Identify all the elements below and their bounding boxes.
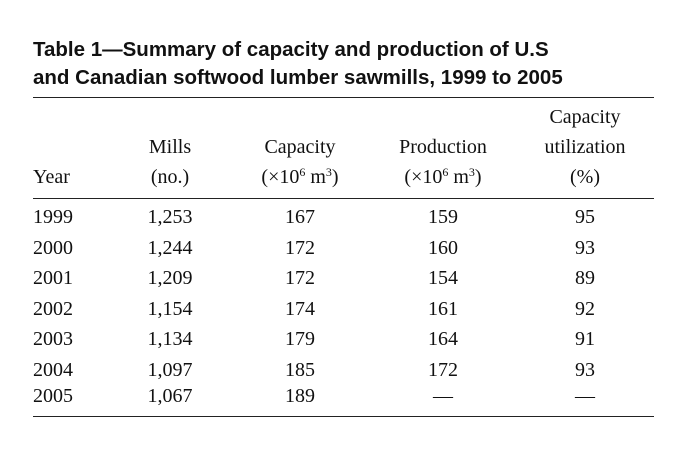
table-row: 2004 1,097 185 172 93 [0,355,700,386]
table-row: 2002 1,154 174 161 92 [0,294,700,325]
cell-utilization: 95 [575,206,595,228]
cell-utilization: 91 [575,328,595,350]
cell-mills: 1,134 [147,328,193,350]
cell-production: 154 [428,267,458,289]
cell-mills: 1,244 [147,236,193,259]
header-year-label: Year [33,166,70,188]
cell-production: 164 [428,328,458,350]
table-row: 1999 1,253 167 159 95 [0,202,700,233]
cell-mills: 1,154 [147,297,193,320]
header-utilization-label-2: utilization [544,136,626,158]
header-utilization-unit: (%) [570,166,600,188]
table-title-line-2: and Canadian softwood lumber sawmills, 1… [33,66,563,89]
cell-mills: 1,097 [147,358,193,381]
cell-capacity: 185 [285,358,315,381]
cell-capacity: 167 [285,206,315,228]
header-capacity: Capacity (×106 m3) [240,132,360,192]
cell-production: 161 [428,297,458,320]
cell-year: 2005 [33,385,73,407]
cell-mills: 1,253 [147,206,193,228]
cell-year: 2003 [33,328,73,350]
cell-utilization: 93 [575,236,595,259]
header-mills-label: Mills [148,136,192,158]
cell-year: 2002 [33,297,73,320]
header-utilization-label-1: Capacity [549,106,621,128]
header-production-unit: (×106 m3) [404,165,482,188]
top-rule [33,97,654,98]
cell-capacity: 189 [285,385,315,407]
header-year: Year [33,162,93,192]
table-row: 2000 1,244 172 160 93 [0,233,700,264]
cell-mills: 1,067 [147,385,193,407]
cell-production: — [433,385,453,407]
table-row: 2003 1,134 179 164 91 [0,324,700,355]
cell-mills: 1,209 [147,267,193,289]
cell-production: 159 [428,206,458,228]
table-title-line-1: Table 1—Summary of capacity and producti… [33,38,549,61]
header-mills: Mills (no.) [120,132,220,192]
table-row: 2005 1,067 189 — — [0,385,700,409]
header-capacity-label: Capacity [264,136,336,158]
cell-utilization: — [575,385,595,407]
cell-capacity: 174 [285,297,315,320]
header-capacity-unit: (×106 m3) [261,165,339,188]
table-body: 1999 1,253 167 159 95 2000 1,244 172 160… [0,202,700,409]
bottom-rule [33,416,654,417]
cell-utilization: 89 [575,267,595,289]
cell-year: 2000 [33,236,73,259]
header-production-label: Production [399,136,487,158]
header-production: Production (×106 m3) [378,132,508,192]
header-utilization: Capacity utilization (%) [510,102,660,192]
cell-capacity: 172 [285,236,315,259]
cell-capacity: 179 [285,328,315,350]
cell-utilization: 93 [575,358,595,381]
cell-year: 2001 [33,267,73,289]
cell-production: 172 [428,358,458,381]
header-rule [33,198,654,199]
header-mills-unit: (no.) [150,166,190,188]
cell-utilization: 92 [575,297,595,320]
cell-year: 1999 [33,206,73,228]
cell-production: 160 [428,236,458,259]
table-row: 2001 1,209 172 154 89 [0,263,700,294]
cell-year: 2004 [33,358,73,381]
cell-capacity: 172 [285,267,315,289]
table-title: Table 1—Summary of capacity and producti… [33,36,673,92]
